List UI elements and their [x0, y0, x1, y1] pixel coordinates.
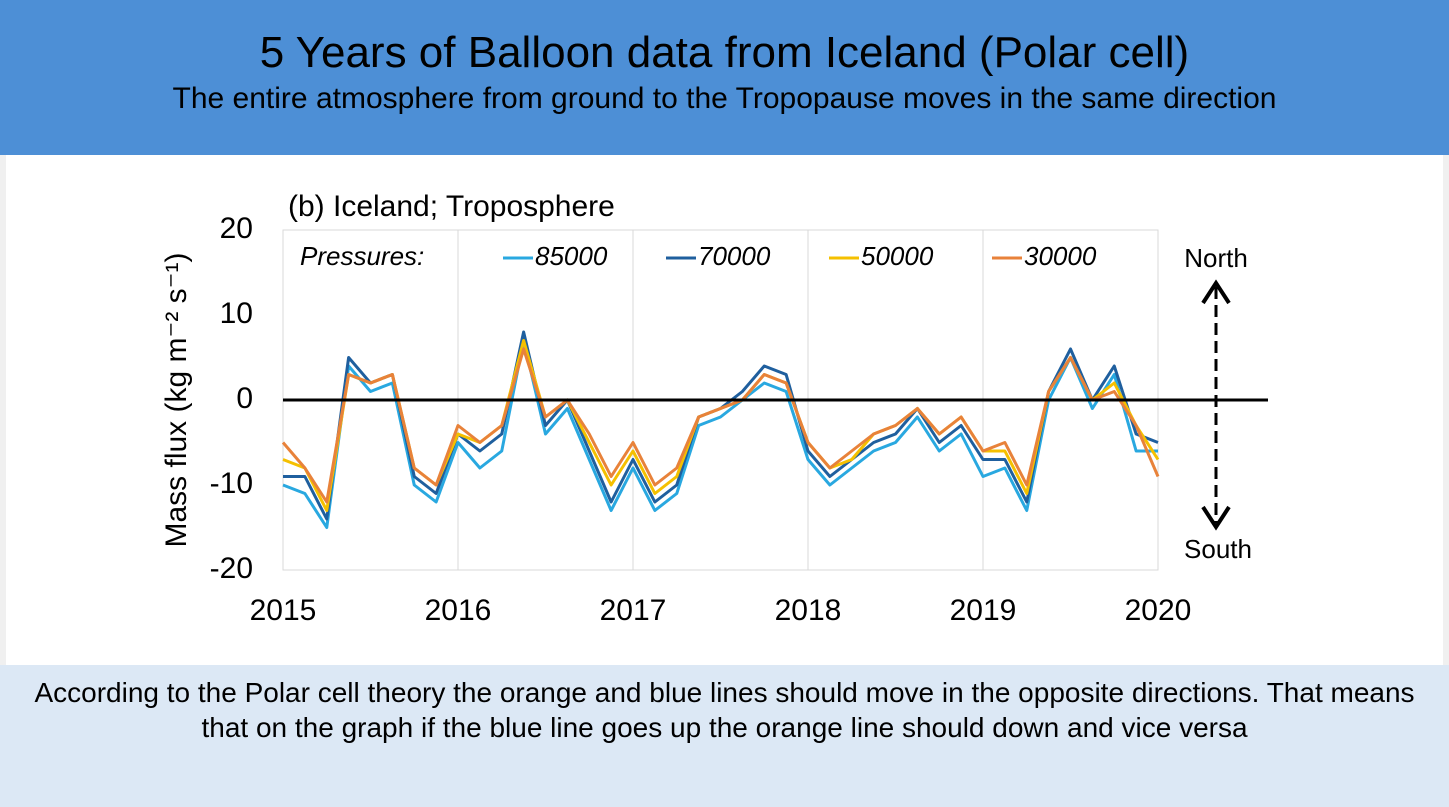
header: 5 Years of Balloon data from Iceland (Po… [0, 0, 1449, 155]
y-tick-label: -20 [210, 552, 253, 585]
series-line [282, 339, 1158, 529]
footer: According to the Polar cell theory the o… [0, 665, 1449, 807]
subtitle: The entire atmosphere from ground to the… [172, 82, 1277, 115]
series-line [281, 347, 1160, 504]
chart: (b) Iceland; Troposphere Mass flux (kg m… [160, 190, 1268, 627]
x-tick-label: 2016 [425, 594, 492, 627]
chart-title: (b) Iceland; Troposphere [288, 190, 615, 223]
arrow-head [1201, 279, 1231, 305]
x-tick-label: 2018 [775, 594, 842, 627]
y-tick-label: -10 [210, 467, 253, 500]
x-tick-label: 2019 [950, 594, 1017, 627]
annotation: South [1184, 534, 1252, 564]
x-tick-label: 2017 [600, 594, 667, 627]
legend-label: 50000 [861, 241, 934, 271]
x-tick-label: 2015 [250, 594, 317, 627]
x-tick-label: 2020 [1125, 594, 1192, 627]
annotation: North [1184, 243, 1248, 273]
y-tick-label: 10 [220, 297, 253, 330]
footer-text: According to the Polar cell theory the o… [34, 677, 1415, 743]
y-tick-label: 0 [236, 382, 253, 415]
y-axis-label: Mass flux (kg m⁻² s⁻¹) [160, 252, 193, 547]
legend-label: 30000 [1024, 241, 1097, 271]
legend-label: 85000 [535, 241, 608, 271]
y-tick-label: 20 [220, 212, 253, 245]
legend-label: 70000 [698, 241, 771, 271]
chart-panel [6, 155, 1443, 665]
title: 5 Years of Balloon data from Iceland (Po… [259, 28, 1190, 77]
arrow-head [1201, 505, 1231, 531]
legend-title: Pressures: [300, 241, 424, 271]
